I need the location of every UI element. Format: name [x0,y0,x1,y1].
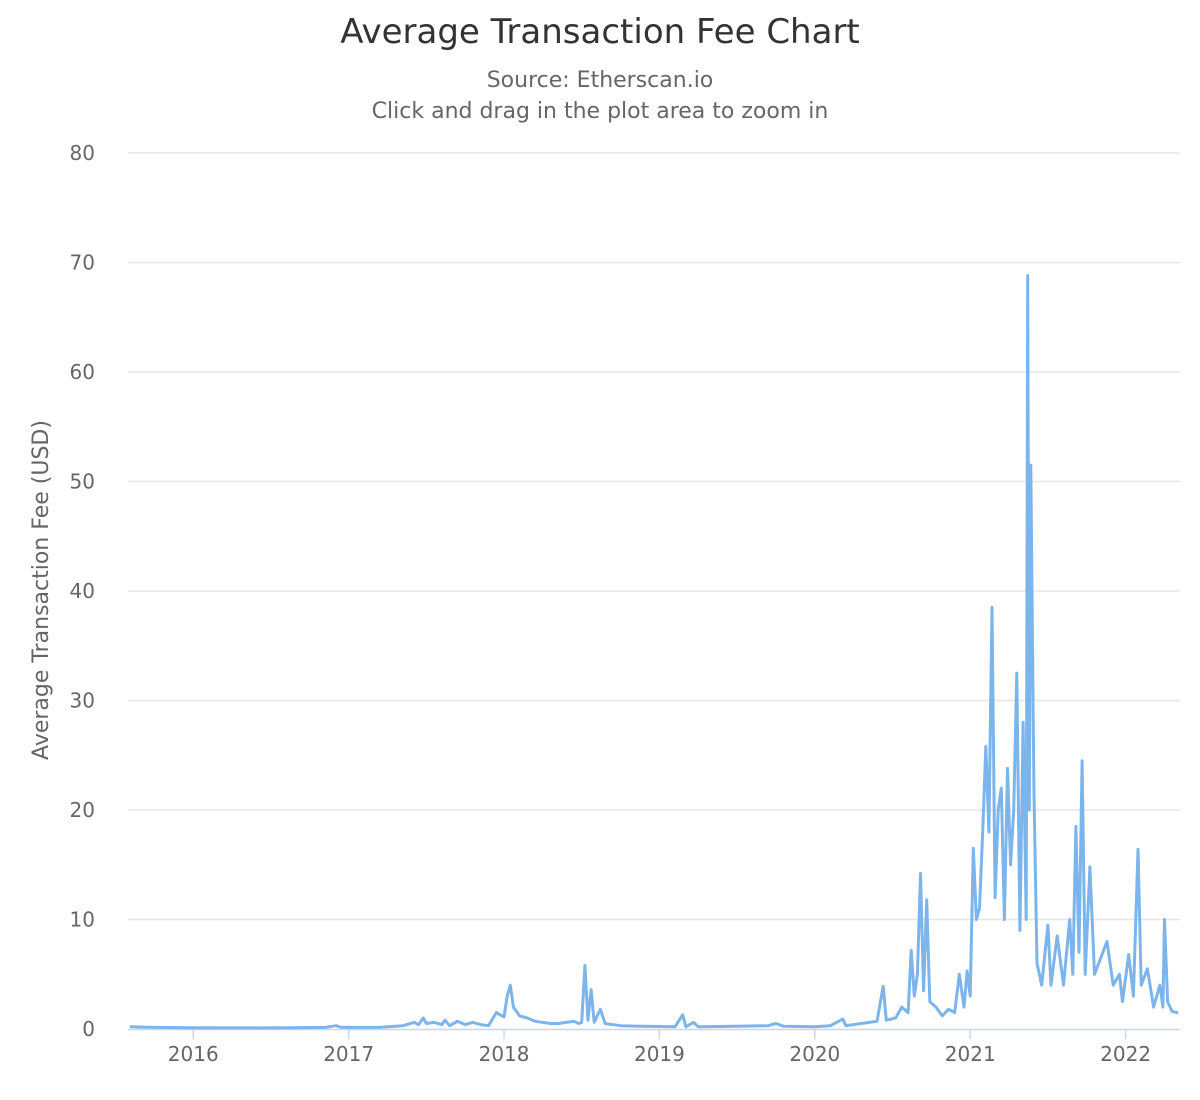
y-tick-label-50: 50 [70,470,95,494]
x-tick-label-2019: 2019 [634,1042,685,1066]
x-tick-label-2021: 2021 [945,1042,996,1066]
chart-zoom-hint: Click and drag in the plot area to zoom … [371,99,829,124]
y-tick-label-40: 40 [70,579,95,603]
x-tick-label-2020: 2020 [789,1042,840,1066]
x-tick-label-2017: 2017 [323,1042,374,1066]
y-tick-label-0: 0 [82,1017,95,1041]
y-tick-label-80: 80 [70,141,95,165]
x-tick-label-2018: 2018 [479,1042,530,1066]
y-tick-label-10: 10 [70,908,95,932]
y-axis-label: Average Transaction Fee (USD) [29,420,54,760]
y-tick-label-60: 60 [70,360,95,384]
x-tick-label-2016: 2016 [168,1042,219,1066]
series-group [129,274,1179,1030]
y-tick-label-30: 30 [70,689,95,713]
chart-subtitle: Source: Etherscan.io [486,68,714,93]
y-tick-label-20: 20 [70,798,95,822]
series-line-0 [129,274,1179,1030]
y-tick-label-70: 70 [70,251,95,275]
x-tick-label-2022: 2022 [1100,1042,1151,1066]
y-axis-ticks: 0 10 20 30 40 50 60 70 80 [70,141,95,1041]
chart-title: Average Transaction Fee Chart [340,12,860,52]
x-axis: 2016 2017 2018 2019 2020 2021 2022 [128,1028,1180,1066]
